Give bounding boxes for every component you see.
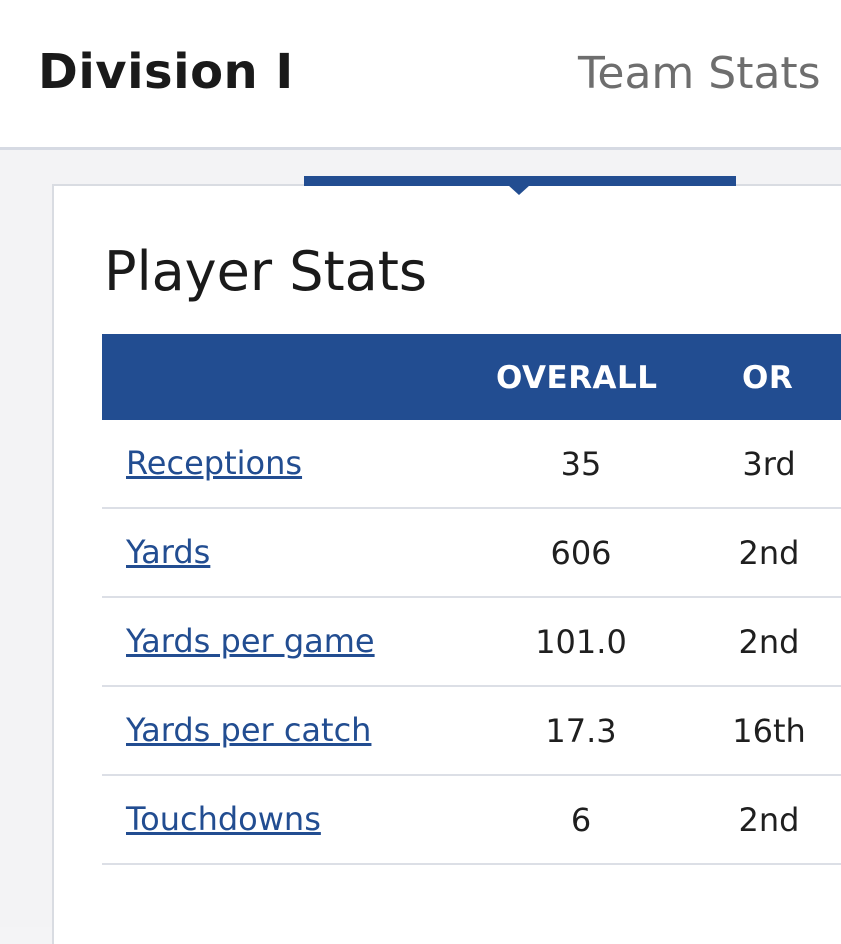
cell-or: 16th	[732, 712, 806, 750]
column-header-or: OR	[742, 360, 794, 396]
cell-overall: 6	[570, 801, 592, 839]
stat-link-yards-per-game[interactable]: Yards per game	[126, 622, 375, 660]
cell-overall: 35	[560, 445, 602, 483]
tab-caret-icon	[508, 185, 530, 195]
top-bar: Division I Team Stats	[0, 0, 841, 150]
table-header: OVERALL OR	[102, 334, 841, 420]
stat-link-touchdowns[interactable]: Touchdowns	[126, 800, 321, 838]
column-header-overall: OVERALL	[496, 360, 658, 396]
stat-link-receptions[interactable]: Receptions	[126, 444, 303, 482]
cell-or: 2nd	[738, 623, 800, 661]
tab-team-stats[interactable]: Team Stats	[578, 48, 821, 99]
cell-or: 2nd	[738, 801, 800, 839]
table-row: Receptions 35 3rd	[102, 420, 841, 509]
stat-link-yards-per-catch[interactable]: Yards per catch	[126, 711, 372, 749]
table-row: Yards 606 2nd	[102, 509, 841, 598]
table-row: Yards per catch 17.3 16th	[102, 687, 841, 776]
table-row: Yards per game 101.0 2nd	[102, 598, 841, 687]
cell-or: 3rd	[742, 445, 796, 483]
stats-card	[52, 184, 841, 944]
cell-or: 2nd	[738, 534, 800, 572]
section-title: Player Stats	[104, 240, 428, 303]
table-row: Touchdowns 6 2nd	[102, 776, 841, 865]
cell-overall: 101.0	[535, 623, 627, 661]
player-stats-table: OVERALL OR Receptions 35 3rd Yards 606 2…	[102, 334, 841, 865]
active-tab-indicator	[304, 176, 736, 186]
cell-overall: 606	[550, 534, 612, 572]
stat-link-yards[interactable]: Yards	[126, 533, 211, 571]
cell-overall: 17.3	[545, 712, 617, 750]
page-title: Division I	[38, 44, 294, 100]
